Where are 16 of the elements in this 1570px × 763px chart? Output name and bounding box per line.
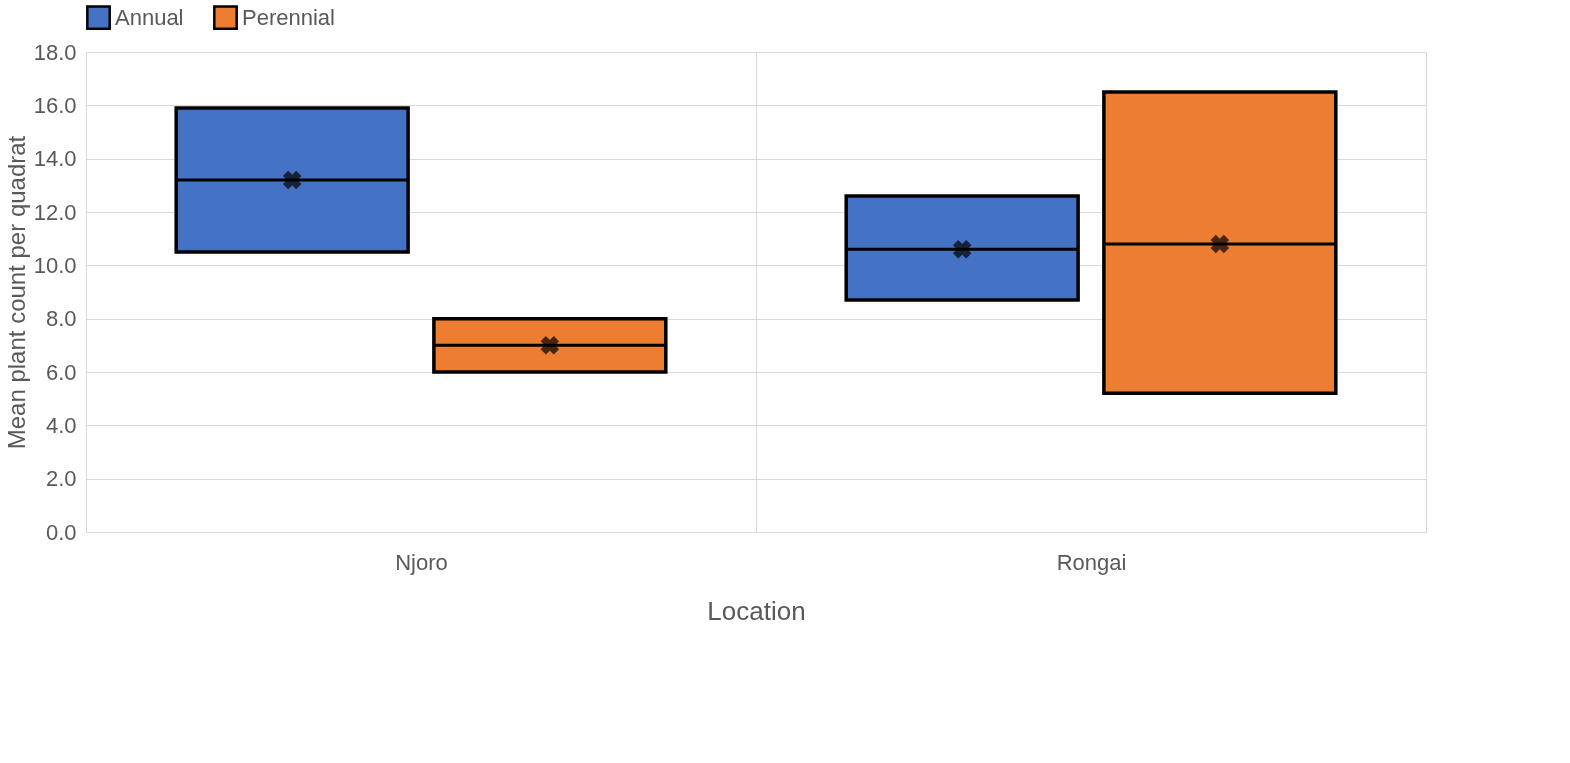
x-tick-label: Rongai <box>1056 549 1127 575</box>
y-tick-label: 16.0 <box>33 92 77 118</box>
legend-label: Perennial <box>242 4 335 30</box>
x-axis-title: Location <box>707 595 806 626</box>
y-tick-label: 0.0 <box>45 519 77 545</box>
y-tick-label: 18.0 <box>33 39 77 65</box>
y-tick-label: 10.0 <box>33 252 77 278</box>
x-tick-label: Njoro <box>395 549 448 575</box>
legend-label: Annual <box>115 4 184 30</box>
y-axis-title: Mean plant count per quadrat <box>2 135 30 450</box>
y-tick-label: 6.0 <box>45 359 77 385</box>
y-tick-label: 8.0 <box>45 306 77 332</box>
y-tick-label: 12.0 <box>33 199 77 225</box>
y-tick-label: 2.0 <box>45 466 77 492</box>
y-tick-label: 14.0 <box>33 146 77 172</box>
y-tick-label: 4.0 <box>45 412 77 438</box>
